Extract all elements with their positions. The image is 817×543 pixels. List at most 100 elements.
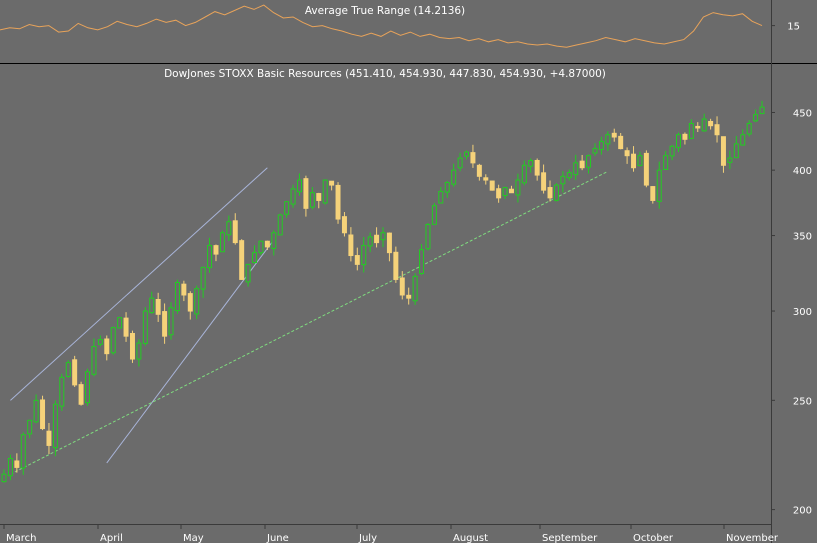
candle-body-up — [65, 362, 71, 377]
candle-body-up — [245, 263, 251, 283]
candle — [1, 469, 7, 483]
candle — [425, 222, 431, 251]
candle-body-up — [759, 106, 765, 115]
candle — [117, 316, 123, 329]
month-tick-label: March — [6, 533, 36, 543]
atr-title: Average True Range (14.2136) — [305, 5, 465, 17]
candle — [329, 180, 335, 191]
price-tick-label: 350 — [793, 232, 812, 243]
candle — [431, 202, 437, 225]
candle-body-down — [483, 177, 489, 181]
candle — [258, 240, 264, 256]
candle-body-down — [316, 193, 322, 201]
candle — [521, 160, 527, 186]
candle-body-up — [33, 399, 39, 423]
candle — [483, 174, 489, 185]
candle — [695, 122, 701, 133]
candle — [194, 285, 200, 320]
candle-body-down — [348, 234, 354, 257]
candle-body-up — [168, 307, 174, 336]
candle-body-up — [97, 339, 103, 345]
candle — [341, 212, 347, 237]
candle-body-up — [733, 143, 739, 159]
candle — [714, 116, 720, 143]
candle-body-down — [78, 384, 84, 405]
candle — [631, 146, 637, 172]
candle — [181, 280, 187, 302]
candle — [97, 335, 103, 347]
candle-body-up — [258, 240, 264, 254]
candle — [759, 100, 765, 115]
candle-body-up — [637, 155, 643, 167]
candle-body-down — [162, 311, 168, 337]
candle — [720, 136, 726, 173]
price-tick-label: 200 — [793, 506, 812, 517]
candle — [40, 395, 46, 431]
candle-body-down — [213, 245, 219, 255]
candle — [245, 263, 251, 287]
candle — [637, 151, 643, 167]
candle-body-up — [59, 376, 65, 407]
candle — [701, 113, 707, 132]
candle — [380, 227, 386, 248]
candle-body-up — [110, 327, 116, 354]
price-panel — [1, 100, 765, 483]
candle-body-up — [149, 297, 155, 314]
candle-body-down — [129, 332, 135, 360]
candle — [155, 292, 161, 322]
candle-body-up — [521, 164, 527, 184]
candle — [419, 243, 425, 275]
candle-body-down — [72, 359, 78, 386]
candle-body-up — [688, 122, 694, 139]
candle — [65, 360, 71, 378]
candle — [650, 186, 656, 204]
candle — [284, 201, 290, 218]
candle — [457, 152, 463, 172]
month-tick-label: April — [100, 533, 123, 543]
candle — [682, 132, 688, 145]
candle — [354, 247, 360, 271]
candle-body-up — [52, 403, 58, 449]
candle-body-down — [239, 240, 245, 280]
support-trendline — [10, 170, 609, 475]
candle — [361, 236, 367, 273]
candle-body-up — [431, 205, 437, 225]
candle — [733, 135, 739, 159]
candle-body-up — [605, 134, 611, 145]
candle-body-up — [438, 190, 444, 204]
candle-body-up — [740, 134, 746, 146]
candle-body-down — [618, 135, 624, 150]
candle-body-up — [361, 244, 367, 266]
candle-body-up — [727, 157, 733, 163]
candle — [239, 239, 245, 280]
candle — [213, 244, 219, 262]
candle — [7, 454, 13, 481]
candle — [226, 215, 232, 241]
candle-body-down — [496, 188, 502, 199]
candle-body-up — [560, 175, 566, 185]
candle-body-up — [669, 145, 675, 157]
candle — [85, 368, 90, 406]
candle — [406, 287, 412, 305]
candle-body-up — [598, 141, 604, 151]
candle — [663, 150, 669, 170]
candle-body-down — [508, 188, 514, 194]
candle — [451, 163, 457, 187]
candle-body-down — [534, 160, 540, 176]
candle-body-up — [412, 275, 418, 302]
candle — [303, 175, 309, 217]
candle-body-up — [676, 134, 681, 148]
candle — [412, 273, 418, 305]
candle — [502, 186, 508, 200]
candle-body-up — [117, 317, 123, 329]
atr-line — [0, 4, 763, 48]
candle-body-up — [297, 179, 302, 193]
candle — [104, 335, 110, 361]
candle — [110, 326, 116, 355]
candle — [656, 161, 662, 209]
candle-body-up — [290, 188, 296, 205]
candle-body-up — [566, 172, 572, 179]
candle — [393, 246, 399, 283]
candle — [322, 179, 328, 205]
candle — [232, 213, 238, 245]
